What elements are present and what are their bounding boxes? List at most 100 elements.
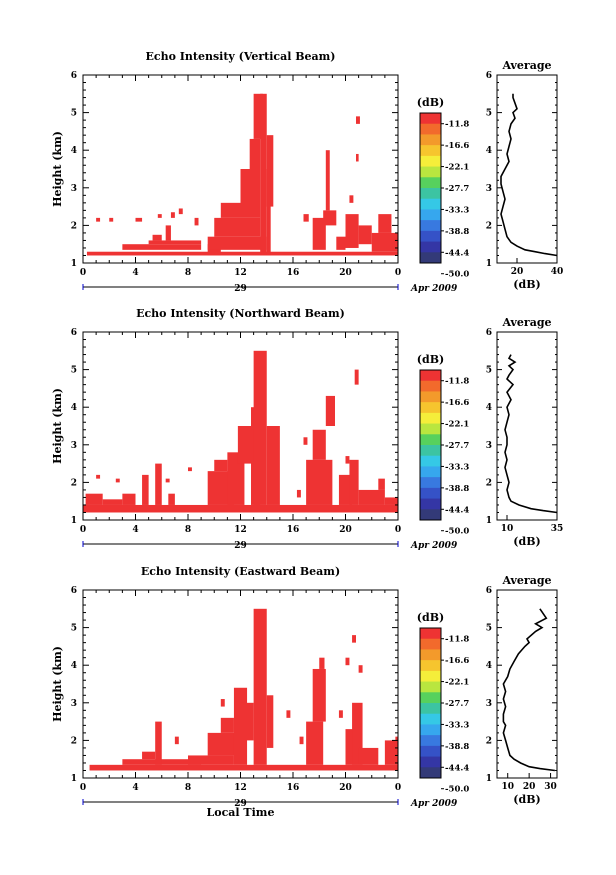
x-tick-label: 8 [185, 783, 191, 793]
colorbar-label: -50.0 [445, 270, 469, 280]
echo-cell [237, 426, 254, 464]
echo-cell [207, 236, 267, 250]
echo-cell [358, 665, 363, 673]
y-axis-label: Height (km) [51, 388, 64, 464]
echo-cell [384, 497, 398, 505]
echo-cell [86, 251, 398, 256]
colorbar-unit: (dB) [417, 96, 444, 109]
echo-cell [227, 452, 245, 505]
echo-cell [220, 699, 225, 707]
average-y-tick-label: 6 [486, 328, 492, 338]
x-tick-label: 0 [80, 268, 86, 278]
colorbar-swatch [420, 703, 441, 715]
average-x-tick-label: 10 [501, 524, 514, 534]
echo-cell [168, 493, 175, 505]
colorbar-label: -11.8 [445, 377, 469, 387]
y-axis-label: Height (km) [51, 131, 64, 207]
day-label: 29 [234, 541, 247, 551]
colorbar-swatch [420, 145, 441, 157]
colorbar-swatch [420, 241, 441, 253]
colorbar-label: -16.6 [445, 398, 469, 408]
echo-cell [345, 456, 350, 464]
echo-cell [358, 747, 379, 765]
colorbar-label: -33.3 [445, 720, 469, 730]
colorbar-swatch [420, 412, 441, 425]
echo-cell [178, 208, 183, 215]
echo-cell [85, 493, 103, 505]
echo-cell [102, 499, 123, 505]
echo-cell [260, 93, 267, 256]
echo-cell [358, 225, 372, 245]
colorbar-swatch [420, 628, 441, 640]
x-tick-label: 8 [185, 525, 191, 535]
x-tick-label: 20 [339, 268, 352, 278]
x-tick-label: 20 [339, 783, 352, 793]
echo-cell [325, 395, 335, 426]
average-y-tick-label: 1 [486, 516, 492, 526]
y-tick-label: 5 [71, 624, 77, 634]
colorbar-swatch [420, 155, 441, 168]
average-y-tick-label: 2 [486, 736, 492, 746]
y-tick-label: 1 [71, 774, 77, 784]
average-y-tick-label: 4 [486, 403, 492, 413]
colorbar-swatch [420, 230, 441, 243]
date-label: Apr 2009 [410, 541, 458, 551]
average-y-tick-label: 4 [486, 661, 492, 671]
echo-cell [312, 668, 326, 722]
echo-cell [165, 225, 171, 241]
echo-cell [142, 751, 156, 760]
average-x-label: (dB) [513, 793, 540, 806]
y-tick-label: 3 [71, 441, 77, 451]
echo-cell [345, 657, 350, 666]
date-label: Apr 2009 [410, 799, 458, 809]
echo-cell [319, 657, 325, 669]
echo-cell [89, 764, 398, 771]
average-title: Average [501, 316, 551, 329]
y-tick-label: 4 [71, 146, 77, 156]
colorbar-swatch [420, 767, 441, 779]
x-axis-label: Local Time [207, 806, 275, 819]
x-tick-label: 16 [287, 783, 300, 793]
colorbar-swatch [420, 445, 441, 457]
echo-cell [83, 504, 398, 513]
y-tick-label: 2 [71, 221, 77, 231]
average-x-tick-label: 30 [544, 782, 557, 792]
echo-cell [122, 244, 202, 250]
average-y-tick-label: 5 [486, 624, 492, 634]
echo-cell [306, 721, 324, 765]
x-tick-label: 0 [80, 525, 86, 535]
colorbar-swatch [420, 123, 441, 135]
colorbar-swatch [420, 660, 441, 672]
colorbar-swatch [420, 220, 441, 232]
echo-cell [358, 489, 385, 505]
echo-cell [349, 459, 359, 505]
echo-cell [249, 138, 261, 169]
average-y-tick-label: 6 [486, 71, 492, 81]
echo-cell [323, 210, 337, 226]
colorbar-swatch [420, 498, 441, 510]
colorbar-swatch [420, 198, 441, 210]
x-tick-label: 4 [132, 783, 138, 793]
echo-cell [352, 702, 363, 765]
x-tick-label: 0 [395, 525, 401, 535]
echo-cell [115, 478, 120, 483]
colorbar-swatch [420, 134, 441, 146]
colorbar-label: -44.4 [445, 763, 469, 773]
y-tick-label: 1 [71, 259, 77, 269]
average-title: Average [501, 59, 551, 72]
echo-cell [240, 702, 254, 741]
average-frame [496, 589, 558, 779]
average-y-tick-label: 2 [486, 478, 492, 488]
average-y-tick-label: 3 [486, 441, 492, 451]
x-tick-label: 20 [339, 525, 352, 535]
echo-cell [174, 736, 179, 745]
average-y-tick-label: 1 [486, 774, 492, 784]
echo-cell [336, 236, 346, 250]
average-x-label: (dB) [513, 278, 540, 291]
colorbar-swatch [420, 487, 441, 500]
colorbar-swatch [420, 477, 441, 489]
colorbar-label: -16.6 [445, 141, 469, 151]
average-x-tick-label: 35 [551, 524, 564, 534]
echo-cell [266, 695, 274, 748]
echo-cell [378, 214, 392, 233]
